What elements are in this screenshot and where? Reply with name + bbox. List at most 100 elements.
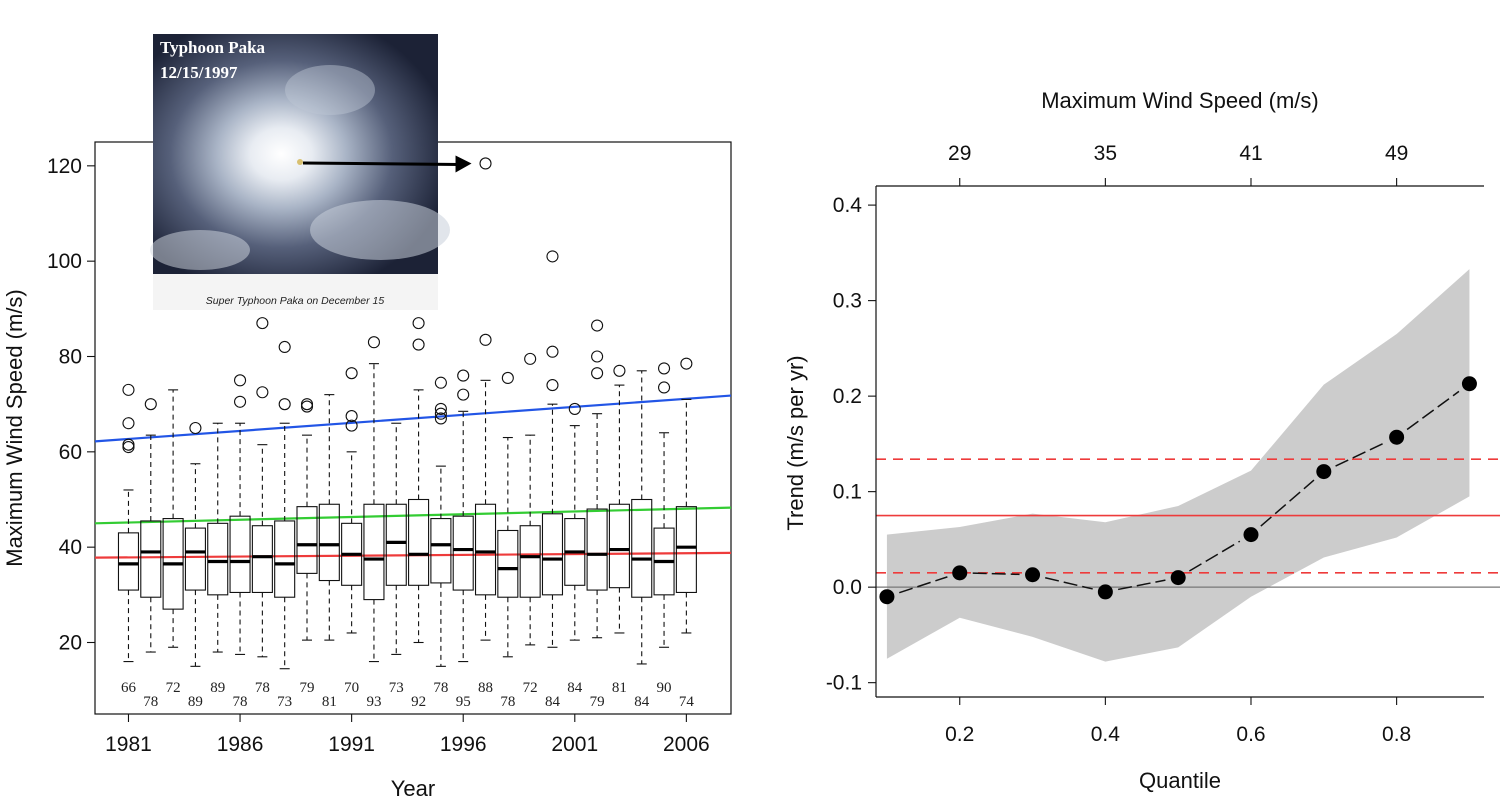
- sample-count-label: 84: [634, 694, 650, 710]
- sample-count-label: 88: [478, 680, 493, 696]
- box-1983: [162, 389, 184, 648]
- outlier-point: [144, 398, 157, 411]
- data-point: [1170, 570, 1186, 586]
- data-point: [1316, 464, 1332, 480]
- sample-count-label: 89: [188, 694, 203, 710]
- sample-count-label: 79: [590, 694, 605, 710]
- outlier-point: [122, 441, 135, 454]
- box-2006: [675, 357, 697, 634]
- photo-caption: Super Typhoon Paka on December 15: [206, 295, 385, 307]
- sample-count-label: 81: [612, 680, 627, 696]
- outlier-point: [546, 345, 559, 358]
- iqr-box: [251, 525, 273, 594]
- series-segment: [1335, 442, 1386, 467]
- x-tick-label: 0.6: [1236, 723, 1265, 746]
- outlier-point: [122, 383, 135, 396]
- annotation-arrow: [302, 155, 472, 173]
- outlier-point: [300, 398, 314, 411]
- outlier-point: [122, 417, 135, 430]
- cloud-band: [150, 230, 250, 270]
- outlier-point: [546, 250, 559, 263]
- iqr-box: [519, 525, 541, 598]
- iqr-box: [117, 532, 140, 591]
- series-segment: [899, 576, 948, 594]
- sample-count-label: 78: [233, 694, 248, 710]
- sample-count-label: 73: [389, 680, 404, 696]
- iqr-box: [430, 518, 452, 584]
- y-axis: 20 40 60 80 100 120: [47, 155, 95, 655]
- outlier-point: [434, 402, 447, 415]
- box-2001: [564, 402, 586, 641]
- sample-count-label: 84: [567, 680, 583, 696]
- iqr-box: [229, 515, 251, 594]
- data-point: [952, 565, 968, 581]
- sample-counts: 66 78 72 89 89 78 78 73 79 81 70 93 73 92 78 95 88 78 72 84…: [121, 680, 694, 710]
- sample-count-label: 84: [545, 694, 561, 710]
- data-point: [1025, 567, 1041, 583]
- outlier-point: [345, 367, 358, 380]
- box-1987: [251, 317, 273, 658]
- outlier-point: [591, 367, 604, 380]
- y-tick-label: 60: [59, 441, 82, 464]
- outlier-point: [479, 333, 492, 346]
- outlier-point: [278, 398, 291, 411]
- outlier-point: [546, 379, 559, 392]
- iqr-box: [586, 508, 608, 591]
- outlier-point: [613, 364, 626, 377]
- iqr-box: [207, 522, 229, 596]
- box-1993: [385, 422, 407, 655]
- sample-count-label: 72: [523, 680, 538, 696]
- axes: 0.2 0.4 0.6 0.8 29 35 41 49 -0.1 0.0 0.1 0.2 0.3 0.4: [826, 142, 1484, 746]
- y-tick-label: 100: [47, 250, 82, 273]
- series-segment: [972, 572, 1020, 576]
- y-tick-label: 120: [47, 155, 82, 178]
- series-segment: [1188, 540, 1241, 572]
- box-2003: [608, 364, 630, 634]
- outlier-point: [591, 319, 604, 332]
- box-1991: [341, 367, 363, 634]
- top-axis-label: Maximum Wind Speed (m/s): [1041, 88, 1319, 113]
- data-point: [1243, 527, 1259, 543]
- photo-title-line1: Typhoon Paka: [160, 38, 266, 57]
- y-tick-label: 0.1: [833, 481, 862, 504]
- typhoon-eye: [297, 159, 303, 165]
- box-1997: [474, 157, 497, 641]
- sample-count-label: 95: [456, 694, 471, 710]
- iqr-box: [363, 503, 385, 601]
- y-tick-label: 20: [59, 632, 82, 655]
- box-2000: [541, 250, 564, 648]
- top-tick-label: 41: [1239, 142, 1262, 165]
- x-tick-label: 0.8: [1382, 723, 1411, 746]
- outlier-point: [658, 381, 671, 394]
- outlier-point: [457, 388, 470, 401]
- sample-count-label: 72: [166, 680, 181, 696]
- boxes: [117, 157, 697, 670]
- photo-title-line2: 12/15/1997: [160, 63, 238, 82]
- outlier-point: [278, 340, 291, 354]
- series-segment: [1045, 576, 1093, 590]
- iqr-box: [675, 506, 697, 593]
- outlier-point: [367, 336, 380, 349]
- x-tick-label: 2006: [663, 733, 710, 756]
- outlier-point: [524, 352, 537, 365]
- y-tick-label: 0.2: [833, 385, 862, 408]
- box-1996: [452, 369, 474, 663]
- confidence-band-area: [886, 269, 1470, 662]
- data-point: [879, 589, 895, 605]
- sample-count-label: 70: [344, 680, 359, 696]
- iqr-box: [452, 515, 474, 591]
- outlier-point: [189, 421, 202, 435]
- y-tick-label: 40: [59, 536, 82, 559]
- sample-count-label: 78: [433, 680, 448, 696]
- outlier-point: [591, 350, 604, 363]
- iqr-box: [385, 503, 407, 586]
- x-tick-label: 1986: [217, 733, 264, 756]
- iqr-box: [184, 527, 206, 591]
- sample-count-label: 78: [500, 694, 515, 710]
- iqr-box: [408, 498, 430, 586]
- y-axis-label: Maximum Wind Speed (m/s): [2, 289, 27, 567]
- y-tick-label: 0.0: [833, 576, 862, 599]
- sample-count-label: 78: [255, 680, 270, 696]
- x-axis: 1981 1986 1991 1996 2001 2006: [105, 714, 710, 756]
